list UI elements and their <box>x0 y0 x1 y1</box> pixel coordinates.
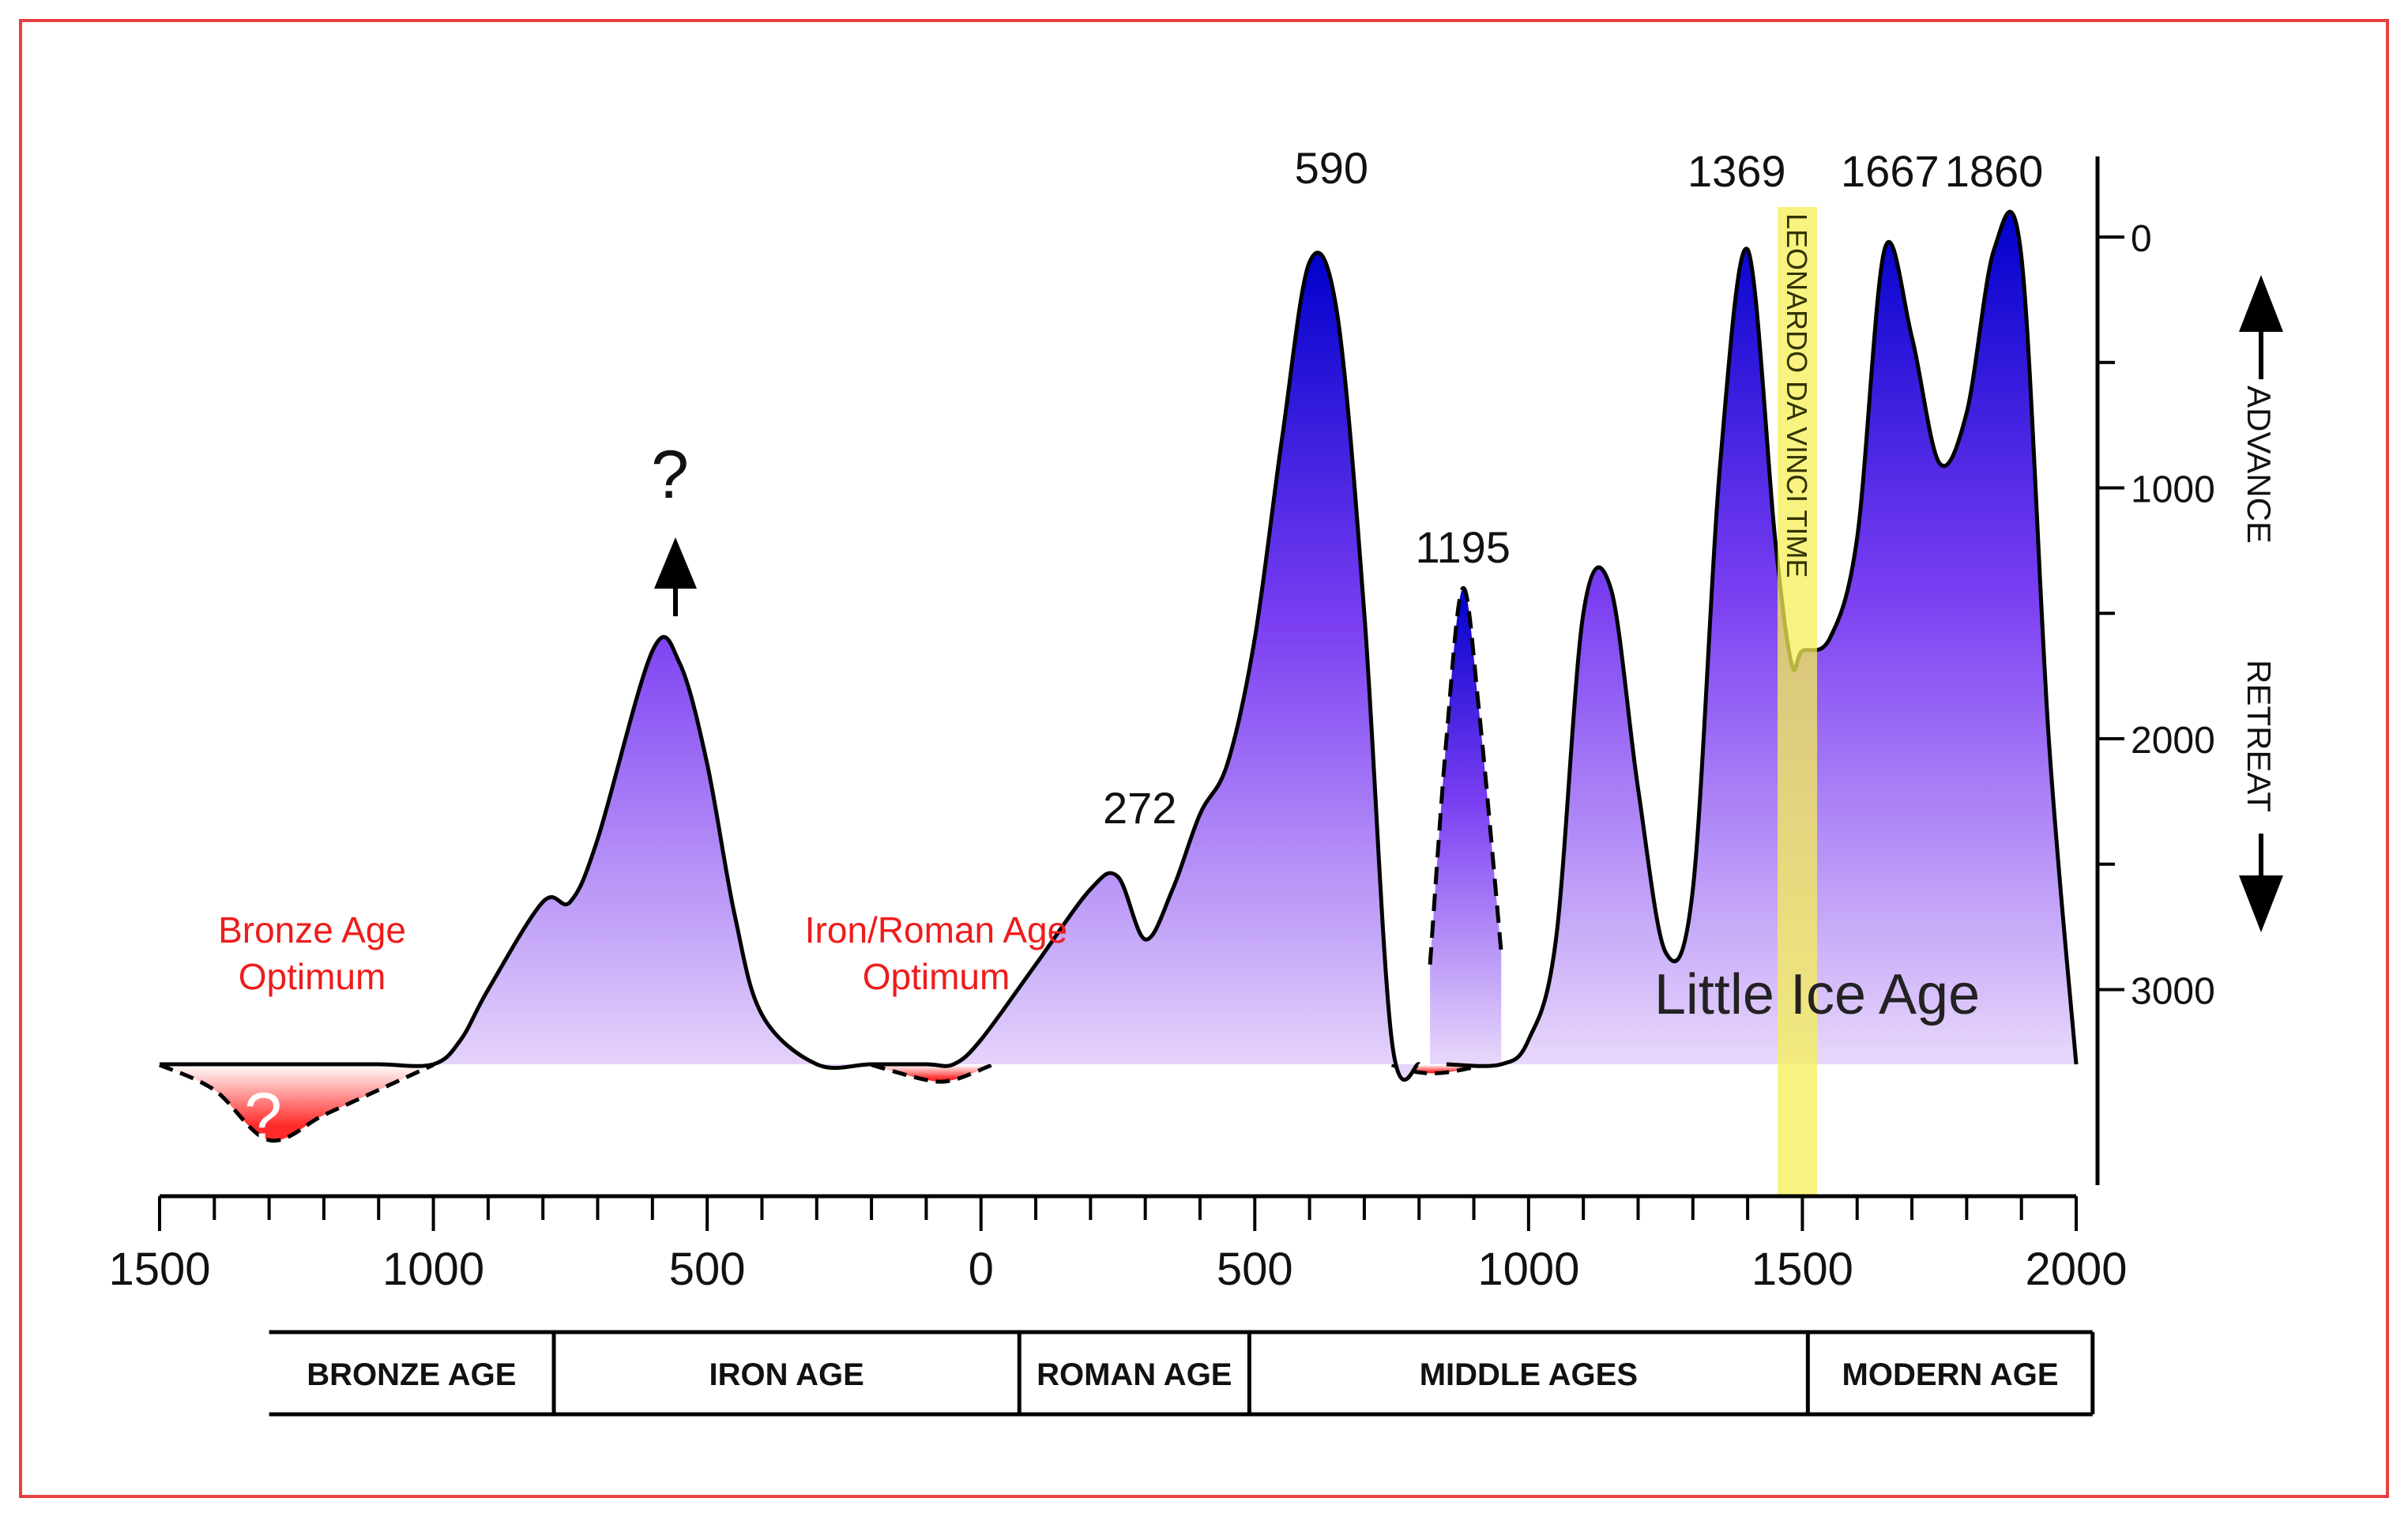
retreat-arrow-icon <box>2239 834 2283 932</box>
leonardo-label: LEONARDO DA VINCI TIME <box>1781 213 1813 578</box>
iron-roman-optimum-label-line2: Optimum <box>863 956 1010 997</box>
x-tick-label: 500 <box>1217 1244 1293 1295</box>
y-tick-label: 2000 <box>2131 720 2215 762</box>
leonardo-band <box>1778 207 1817 1195</box>
x-tick-label: 500 <box>669 1244 746 1295</box>
unknown-mark-iron-peak: ? <box>651 437 689 513</box>
x-tick-label: 1000 <box>1477 1244 1579 1295</box>
bronze-optimum-label-line1: Bronze Age <box>218 909 406 950</box>
period-label: IRON AGE <box>709 1357 863 1392</box>
glacier-outline-0 <box>159 250 1421 1082</box>
peak-label: 1195 <box>1415 522 1510 572</box>
iron-roman-optimum-label-line1: Iron/Roman Age <box>805 909 1067 950</box>
retreat-label: RETREAT <box>2241 660 2278 812</box>
optimum-dip-outline-0 <box>158 1063 435 1143</box>
glacier-area-1 <box>1430 588 1502 1064</box>
glacier-area-2 <box>1446 211 2076 1067</box>
peak-label: 1860 <box>1945 146 2044 196</box>
peak-label: 1369 <box>1687 146 1786 196</box>
glacier-area-0 <box>160 252 1420 1080</box>
x-tick-label: 1000 <box>382 1244 484 1295</box>
peak-label: 590 <box>1295 143 1368 193</box>
optimum-dip-0 <box>160 1064 434 1141</box>
bronze-optimum-label-line2: Optimum <box>239 956 386 997</box>
x-tick-label: 1500 <box>108 1244 210 1295</box>
x-tick-label: 0 <box>969 1244 994 1295</box>
peak-label: 1667 <box>1841 146 1940 196</box>
optimum-dip-outline-1 <box>871 1063 993 1084</box>
period-label: ROMAN AGE <box>1037 1357 1232 1392</box>
little-ice-age-label: Little Ice Age <box>1654 963 1980 1026</box>
optimum-dip-1 <box>871 1064 992 1082</box>
y-tick-label: 3000 <box>2131 971 2215 1013</box>
peak-label: 272 <box>1103 783 1176 833</box>
period-label: MIDDLE AGES <box>1420 1357 1638 1392</box>
arrow-up-icon <box>654 537 697 616</box>
x-tick-label: 2000 <box>2025 1244 2127 1295</box>
y-tick-label: 0 <box>2131 218 2152 260</box>
figure-frame <box>19 19 2389 1498</box>
period-label: BRONZE AGE <box>307 1357 516 1392</box>
advance-label: ADVANCE <box>2241 386 2278 544</box>
x-tick-label: 1500 <box>1751 1244 1853 1295</box>
period-label: MODERN AGE <box>1842 1357 2059 1392</box>
y-tick-label: 1000 <box>2131 469 2215 511</box>
unknown-mark-bronze: ? <box>244 1079 282 1155</box>
advance-arrow-icon <box>2239 275 2283 379</box>
glacier-outline-1 <box>1428 585 1503 965</box>
